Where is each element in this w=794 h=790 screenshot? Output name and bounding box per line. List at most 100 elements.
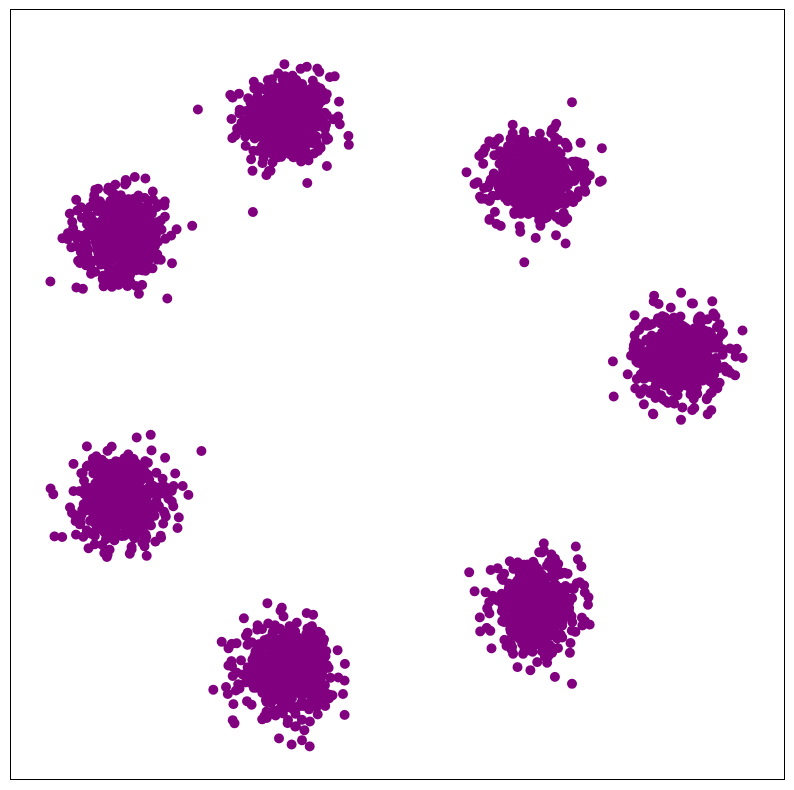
scatter-point (550, 579, 561, 590)
scatter-point (538, 545, 549, 556)
scatter-point (257, 158, 268, 169)
scatter-point (71, 233, 82, 244)
scatter-point (596, 143, 607, 154)
scatter-point (120, 175, 131, 185)
scatter-point (522, 619, 533, 630)
scatter-point (580, 186, 591, 197)
scatter-point (701, 361, 711, 372)
scatter-point (243, 121, 254, 132)
scatter-point (77, 467, 88, 478)
scatter-point (147, 186, 158, 197)
scatter-point (547, 642, 558, 653)
scatter-point (504, 556, 515, 567)
scatter-point (151, 202, 162, 213)
scatter-point (131, 432, 142, 443)
scatter-point (133, 288, 144, 299)
scatter-point (100, 213, 111, 224)
scatter-point (156, 532, 167, 543)
scatter-point (702, 409, 713, 420)
scatter-point (308, 609, 319, 620)
scatter-point (130, 461, 141, 472)
scatter-point (328, 114, 339, 125)
scatter-point (557, 592, 568, 603)
scatter-point (270, 694, 280, 705)
scatter-point (287, 92, 298, 103)
scatter-point (108, 188, 119, 199)
scatter-point (274, 82, 285, 93)
scatter-point (519, 573, 530, 584)
scatter-point (68, 458, 79, 469)
scatter-point (102, 549, 113, 560)
scatter-point (314, 110, 325, 120)
scatter-point (502, 153, 513, 164)
scatter-point (343, 139, 354, 150)
scatter-point (343, 130, 354, 141)
scatter-point (141, 531, 152, 542)
scatter-point (681, 333, 691, 344)
scatter-point (82, 243, 93, 254)
scatter-point (160, 452, 171, 463)
scatter-point (271, 680, 282, 691)
scatter-point (649, 290, 660, 301)
scatter-point (102, 445, 113, 456)
scatter-point (512, 617, 523, 627)
scatter-point (737, 325, 748, 336)
scatter-point (160, 233, 171, 244)
scatter-point (469, 586, 480, 597)
scatter-point (142, 241, 153, 252)
scatter-point (536, 138, 546, 149)
scatter-point (249, 129, 260, 140)
scatter-point (507, 587, 518, 598)
scatter-point (538, 538, 549, 549)
scatter-point (568, 157, 579, 168)
scatter-point (710, 377, 721, 388)
scatter-point (638, 359, 649, 369)
scatter-point (103, 518, 114, 529)
scatter-point (485, 625, 496, 636)
scatter-point (73, 255, 84, 266)
scatter-point (258, 96, 269, 107)
cluster-6 (464, 538, 595, 689)
scatter-point (532, 657, 543, 668)
scatter-point (68, 486, 79, 497)
scatter-point (257, 663, 268, 674)
scatter-point (82, 205, 93, 216)
scatter-point (550, 132, 560, 143)
scatter-point (304, 716, 315, 727)
scatter-point (579, 580, 590, 591)
scatter-point (300, 683, 311, 694)
scatter-point (312, 121, 323, 132)
scatter-point (112, 236, 123, 246)
scatter-point (311, 136, 322, 147)
scatter-point (547, 571, 558, 582)
scatter-point (133, 200, 144, 211)
scatter-point (512, 561, 523, 572)
scatter-point (89, 539, 100, 550)
scatter-point (295, 63, 306, 74)
scatter-point (294, 114, 304, 125)
scatter-point (532, 590, 543, 601)
scatter-point (288, 704, 298, 715)
scatter-point (461, 167, 472, 178)
scatter-point (526, 157, 537, 168)
scatter-point (512, 134, 523, 145)
scatter-point (579, 158, 590, 169)
scatter-point (507, 119, 518, 130)
scatter-point (583, 599, 593, 610)
scatter-point (297, 735, 307, 746)
scatter-point (187, 220, 198, 231)
scatter-point (707, 296, 718, 307)
scatter-point (242, 627, 253, 638)
scatter-point (534, 599, 545, 610)
scatter-point (305, 643, 316, 653)
scatter-point (332, 645, 343, 656)
scatter-point (484, 214, 495, 225)
scatter-point (725, 367, 736, 378)
scatter-point (226, 656, 237, 667)
scatter-point (717, 344, 728, 355)
scatter-point (216, 636, 227, 647)
scatter-point (622, 369, 633, 380)
scatter-point (480, 587, 491, 598)
scatter-point (68, 223, 79, 234)
scatter-point (166, 496, 177, 507)
